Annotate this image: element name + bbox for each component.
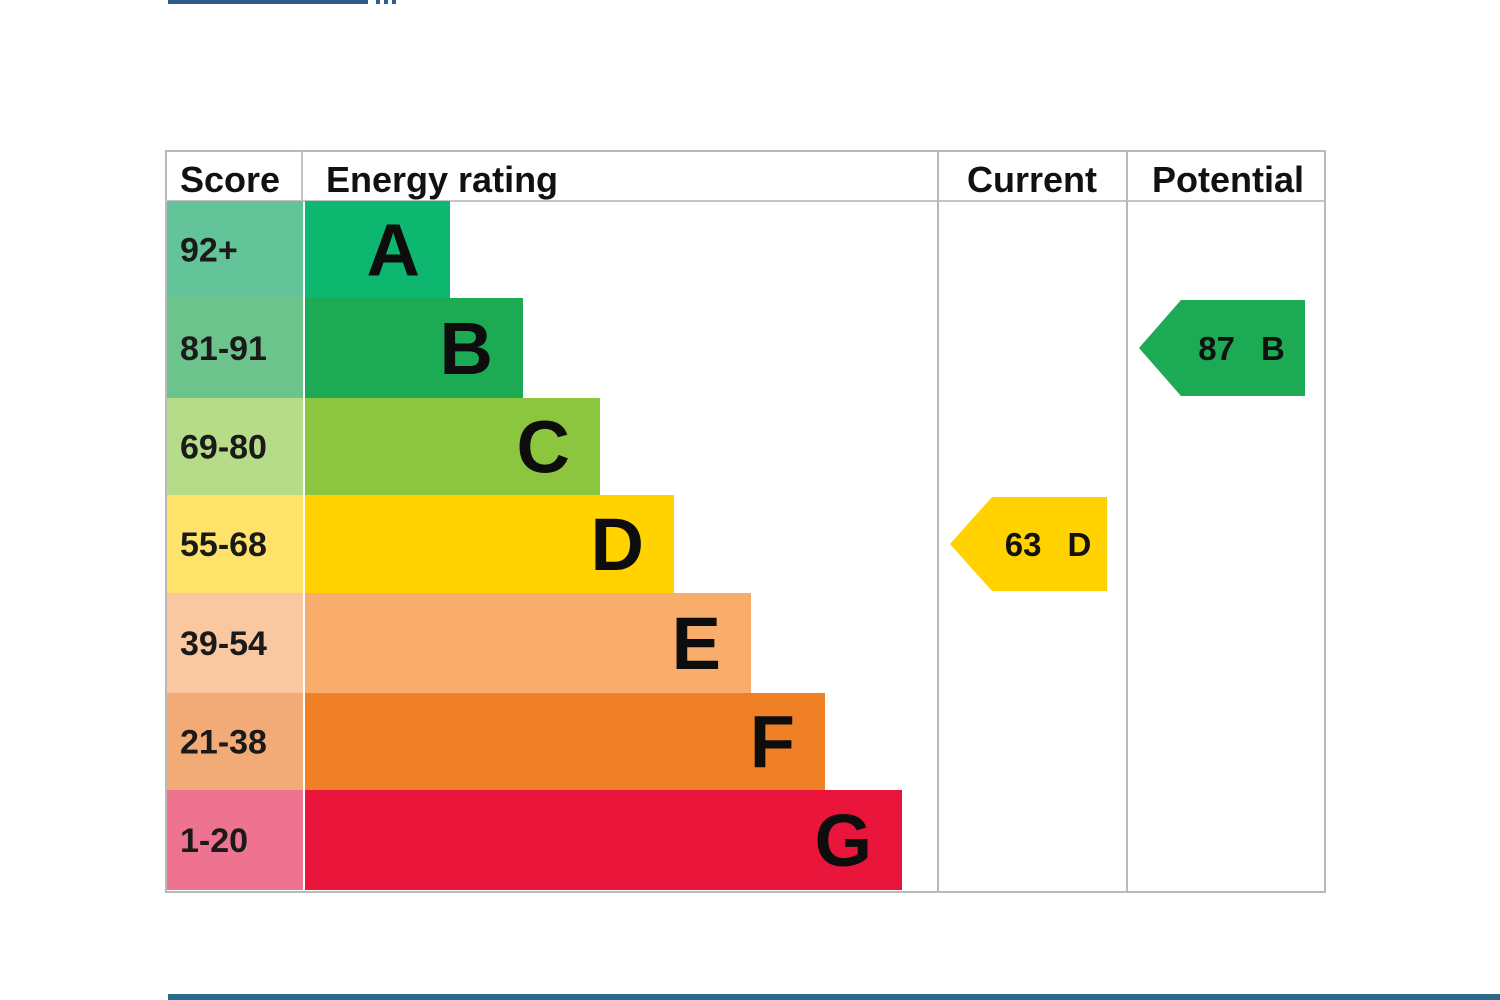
score-cell (167, 201, 303, 298)
rating-bar (305, 495, 674, 593)
potential-header: Potential (1152, 159, 1304, 200)
band-b: 81-91 B (167, 298, 523, 398)
rating-letter: A (367, 209, 420, 292)
rating-letter: F (750, 701, 795, 784)
rating-bar (305, 398, 600, 495)
bottom-divider (168, 994, 1500, 1000)
score-label: 92+ (180, 232, 238, 270)
rating-bar (305, 693, 825, 790)
score-cell (167, 398, 303, 495)
rating-bar (305, 593, 751, 693)
rating-bar (305, 201, 450, 298)
energy-rating-header: Energy rating (326, 159, 558, 200)
column-headers: Score Energy rating Current Potential (180, 159, 1304, 200)
rating-letter: C (517, 406, 570, 489)
potential-rating-arrow-band: B (1261, 330, 1285, 367)
current-rating-arrow-shape (950, 497, 1107, 591)
potential-rating-arrow-shape (1139, 300, 1305, 396)
rating-letter: G (814, 799, 872, 882)
frame-border (165, 150, 1326, 893)
potential-rating-arrow-value: 87 (1198, 330, 1235, 367)
current-rating-arrow: 63 D (950, 497, 1107, 591)
score-cell (167, 790, 303, 890)
top-divider (168, 0, 368, 4)
rating-bar (305, 790, 902, 890)
score-label: 81-91 (180, 330, 267, 368)
rating-letter: E (672, 602, 721, 685)
score-label: 39-54 (180, 625, 267, 663)
rating-arrows: 63 D 87 B (950, 300, 1305, 591)
score-label: 1-20 (180, 822, 248, 860)
rating-letter: D (591, 503, 644, 586)
score-cell (167, 593, 303, 693)
rating-bands: 92+ A 81-91 B 69-80 C 55-68 D 39-54 E 21-38 F 1-20 G (167, 201, 902, 890)
band-g: 1-20 G (167, 790, 902, 890)
score-label: 69-80 (180, 429, 267, 467)
current-rating-arrow-band: D (1068, 526, 1092, 563)
band-c: 69-80 C (167, 398, 600, 495)
rating-bar (305, 298, 523, 398)
band-a: 92+ A (167, 201, 450, 298)
score-cell (167, 298, 303, 398)
score-header: Score (180, 159, 280, 200)
rating-letter: B (440, 307, 493, 390)
potential-rating-arrow: 87 B (1139, 300, 1305, 396)
current-header: Current (967, 159, 1097, 200)
top-divider-end (376, 0, 396, 4)
score-label: 55-68 (180, 526, 267, 564)
band-d: 55-68 D (167, 495, 674, 593)
band-f: 21-38 F (167, 693, 825, 790)
score-cell (167, 495, 303, 593)
band-e: 39-54 E (167, 593, 751, 693)
current-rating-arrow-value: 63 (1005, 526, 1042, 563)
score-label: 21-38 (180, 724, 267, 762)
score-cell (167, 693, 303, 790)
